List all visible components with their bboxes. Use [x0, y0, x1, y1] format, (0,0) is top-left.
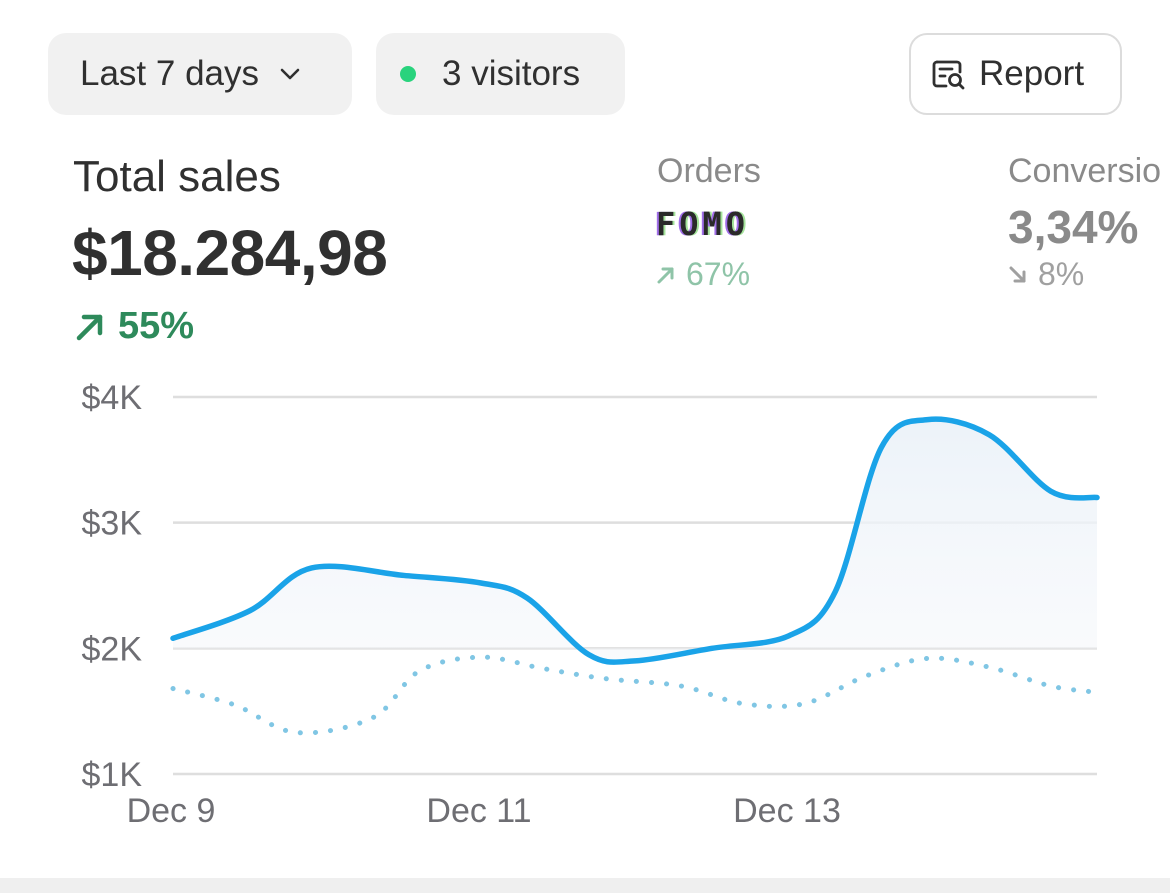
date-range-label: Last 7 days	[80, 54, 259, 93]
comparison-series-line	[170, 654, 1100, 736]
total-sales-change: 55%	[74, 305, 194, 348]
y-tick-label: $3K	[82, 505, 143, 543]
date-range-dropdown[interactable]: Last 7 days	[48, 33, 352, 115]
conversion-label: Conversio	[1008, 152, 1162, 190]
report-search-icon	[932, 60, 965, 90]
total-sales-label: Total sales	[73, 152, 281, 201]
conversion-change-value: 8%	[1038, 256, 1085, 292]
conversion-value: 3,34%	[1008, 201, 1139, 253]
orders-value: FOMO	[656, 205, 750, 243]
orders-label: Orders	[657, 152, 761, 190]
sales-area-fill	[173, 419, 1097, 663]
chevron-down-icon	[280, 68, 300, 80]
x-tick-label: Dec 13	[733, 792, 841, 830]
sales-chart: $4K $3K $2K $1K Dec 9 Dec 11 Dec 13	[82, 379, 1100, 830]
y-tick-label: $2K	[82, 630, 143, 668]
x-tick-label: Dec 11	[426, 792, 531, 830]
visitors-count: 3 visitors	[442, 54, 581, 93]
x-tick-label: Dec 9	[127, 792, 216, 830]
total-sales-value: $18.284,98	[72, 217, 388, 289]
arrow-down-right-icon	[1009, 266, 1026, 282]
orders-change: 67%	[656, 256, 750, 293]
live-status-dot	[400, 66, 416, 82]
total-sales-change-value: 55%	[118, 305, 195, 347]
report-label: Report	[979, 54, 1085, 93]
orders-change-value: 67%	[686, 256, 751, 292]
bottom-divider	[0, 878, 1170, 893]
arrow-up-right-icon	[76, 314, 103, 340]
arrow-up-right-icon	[657, 267, 674, 283]
y-tick-label: $4K	[82, 379, 143, 417]
y-tick-label: $1K	[82, 756, 143, 794]
live-visitors-badge[interactable]: 3 visitors	[376, 33, 625, 115]
conversion-change: 8%	[1008, 256, 1084, 293]
sales-series-line	[170, 416, 1100, 665]
report-button[interactable]: Report	[909, 33, 1122, 115]
